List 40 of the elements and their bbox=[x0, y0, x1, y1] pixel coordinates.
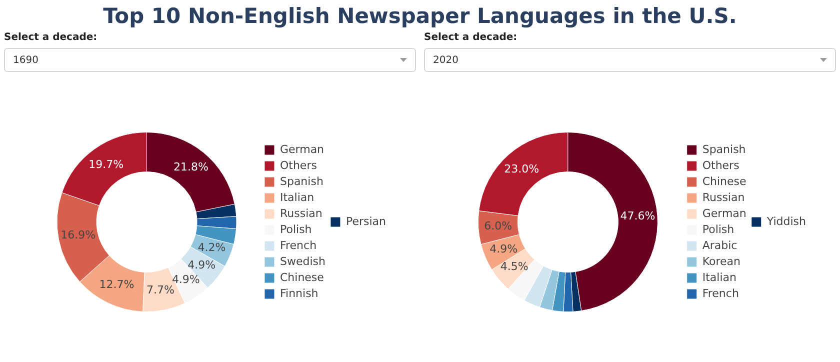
legend-label: Italian bbox=[702, 270, 736, 284]
legend-label: Korean bbox=[702, 254, 741, 268]
data-label: 4.9% bbox=[172, 272, 200, 286]
legend-label: French bbox=[280, 238, 317, 252]
data-label: 47.6% bbox=[620, 210, 656, 223]
data-label: 12.7% bbox=[99, 278, 134, 292]
dropdown-field: 2020 bbox=[424, 48, 836, 72]
legend-label: German bbox=[702, 206, 746, 220]
data-label: 4.5% bbox=[500, 260, 528, 273]
legend-label: Others bbox=[702, 158, 740, 172]
legend-label: Italian bbox=[280, 190, 314, 204]
legend-label: Chinese bbox=[280, 270, 324, 284]
legend-label: Chinese bbox=[702, 174, 747, 188]
data-label: 4.9% bbox=[188, 258, 216, 272]
data-label: 4.2% bbox=[198, 241, 226, 254]
legend-label: Polish bbox=[280, 222, 312, 236]
data-label: 23.0% bbox=[504, 162, 540, 176]
legend-label: Spanish bbox=[280, 174, 324, 188]
dropdown-field: 1690 bbox=[4, 48, 416, 72]
legend-label: Arabic bbox=[702, 238, 738, 252]
legend-label: Yiddish bbox=[766, 214, 806, 228]
legend-label: German bbox=[280, 142, 324, 156]
data-label: 16.9% bbox=[60, 228, 96, 242]
legend-label: Finnish bbox=[280, 286, 318, 300]
chart-subtitle: Select a decade: bbox=[424, 32, 518, 43]
legend-label: Spanish bbox=[702, 142, 746, 156]
data-label: 7.7% bbox=[146, 284, 174, 296]
legend-label: Swedish bbox=[280, 254, 326, 268]
data-label: 21.8% bbox=[174, 160, 208, 174]
legend-label: Persian bbox=[346, 214, 386, 228]
legend-label: Russian bbox=[702, 190, 745, 204]
data-label: 6.0% bbox=[484, 219, 512, 232]
data-label: 19.7% bbox=[88, 158, 124, 171]
chart-subtitle: Select a decade: bbox=[4, 32, 98, 43]
chart-title: Top 10 Non-English Newspaper Languages in the U.S. bbox=[102, 3, 738, 30]
legend-label: Polish bbox=[702, 222, 734, 236]
legend-label: Russian bbox=[280, 206, 322, 220]
legend-label: French bbox=[702, 286, 739, 300]
legend-label: Others bbox=[280, 158, 318, 172]
data-label: 4.9% bbox=[490, 242, 518, 256]
